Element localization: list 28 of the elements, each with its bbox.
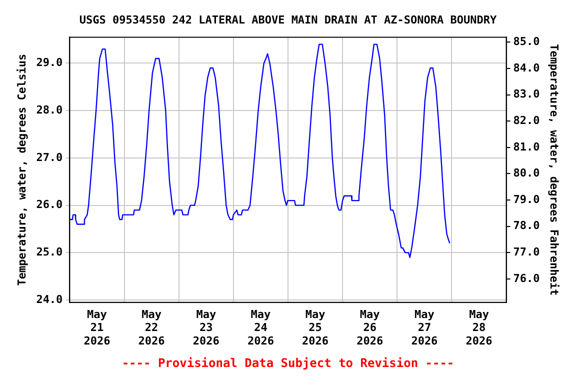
- y-axis-title: Temperature, water, degrees Celsius: [15, 54, 28, 286]
- y2-tick-label: 80.0: [513, 166, 540, 180]
- y2-tick-label: 79.0: [513, 192, 540, 206]
- y2-tick-label: 82.0: [513, 114, 540, 127]
- x-tick-label: May 22 2026: [138, 308, 166, 348]
- y-tick-label: 27.0: [36, 150, 63, 164]
- x-tick-label: May 21 2026: [84, 308, 111, 348]
- x-tick-label: May 28 2026: [466, 308, 493, 348]
- y2-axis-title: Temperature, water, degrees Fahrenheit: [548, 44, 561, 296]
- chart-title: USGS 09534550 242 LATERAL ABOVE MAIN DRAIN AT AZ-SONORA BOUNDRY: [79, 13, 497, 26]
- y-tick-label: 26.0: [36, 198, 63, 212]
- text: ---- Provisional Data Subject to Revision ----: [120, 356, 456, 370]
- x-tick-label: May 26 2026: [356, 308, 384, 348]
- y2-tick-label: 84.0: [513, 61, 540, 74]
- y2-tick-label: 81.0: [513, 140, 540, 154]
- y2-tick-label: 78.0: [513, 219, 540, 232]
- x-tick-label: May 23 2026: [192, 308, 220, 348]
- y-tick-label: 25.0: [36, 246, 63, 259]
- y2-tick-label: 77.0: [513, 246, 540, 259]
- y2-tick-label: 76.0: [513, 272, 540, 285]
- y2-tick-label: 83.0: [513, 88, 540, 101]
- x-tick-label: May 24 2026: [247, 308, 274, 348]
- y-tick-label: 24.0: [36, 292, 63, 306]
- y-tick-label: 28.0: [36, 103, 63, 116]
- y-tick-label: 29.0: [36, 56, 63, 70]
- x-tick-label: May 27 2026: [411, 308, 438, 348]
- x-tick-label: May 25 2026: [302, 308, 329, 348]
- y2-tick-label: 85.0: [513, 35, 540, 48]
